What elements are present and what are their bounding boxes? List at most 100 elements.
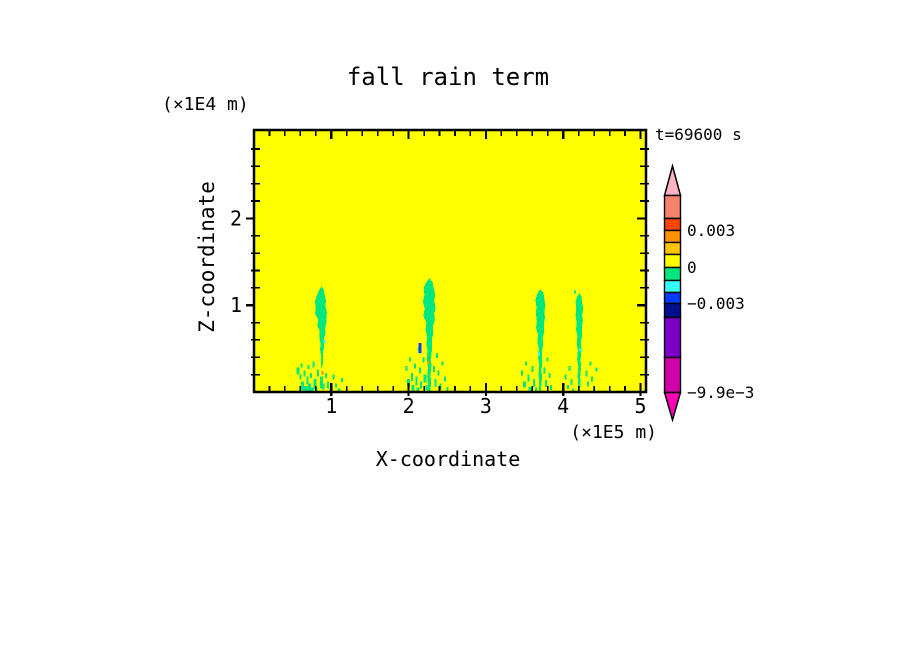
field-speckle [543, 367, 546, 374]
x-tick-label: 3 [480, 394, 492, 418]
field-speckle [411, 385, 415, 391]
field-speckle [566, 385, 569, 390]
plume-1 [314, 286, 327, 370]
field-speckle [433, 366, 436, 372]
colorbar-label: −0.003 [687, 294, 745, 313]
field-speckle [312, 361, 315, 368]
field-speckle [418, 343, 422, 353]
field-speckle [538, 352, 541, 357]
colorbar: 0.003 0 −0.003 −9.9e−3 [663, 163, 754, 423]
field-speckle [574, 290, 577, 294]
field-speckle [310, 372, 313, 378]
field-speckle [307, 365, 310, 370]
field-speckle [578, 348, 581, 352]
y-tick-label: 2 [230, 206, 242, 230]
field-speckle [423, 374, 427, 383]
field-speckle [436, 352, 439, 358]
x-axis-unit: (×1E5 m) [570, 422, 657, 443]
field-speckle [306, 376, 309, 385]
colorbar-segment [663, 266, 682, 282]
field-speckle [570, 379, 573, 385]
field-speckle [572, 388, 575, 391]
axis-tick-labels: 1 2 3 4 5 1 2 [230, 206, 647, 418]
field-speckle [413, 363, 416, 369]
field-speckle [441, 361, 444, 366]
y-axis-unit: (×1E4 m) [162, 94, 249, 115]
field-speckle [568, 366, 571, 371]
field-speckle [334, 383, 337, 388]
field-speckle [546, 357, 549, 362]
field-speckle [341, 378, 344, 383]
colorbar-segment [663, 217, 682, 232]
plume-3 [535, 289, 546, 391]
colorbar-segment [663, 356, 682, 394]
x-tick-label: 5 [634, 394, 646, 418]
plot-area [254, 130, 646, 392]
colorbar-segment [663, 279, 682, 294]
colorbar-bottom-arrow [663, 391, 682, 423]
field-speckle [415, 376, 418, 386]
colorbar-segment [663, 229, 682, 244]
field-speckle [532, 379, 535, 387]
plot-title: fall rain term [347, 63, 549, 91]
field-speckle [446, 386, 449, 391]
field-speckle [317, 369, 320, 377]
field-speckle [299, 374, 302, 380]
field-speckle [434, 379, 437, 387]
field-speckle [590, 376, 593, 382]
field-speckle [531, 366, 534, 372]
field-speckle [443, 376, 446, 382]
colorbar-segment [663, 194, 682, 220]
timestamp-label: t=69600 s [655, 125, 742, 144]
colorbar-segment [663, 253, 682, 269]
field-speckle [437, 370, 440, 376]
field-speckle [313, 379, 317, 389]
rain-field [296, 278, 598, 391]
field-speckle [324, 372, 327, 378]
y-axis-title: Z-coordinate [195, 181, 219, 333]
colorbar-label: 0 [687, 258, 697, 277]
field-speckle [303, 370, 306, 377]
field-speckle [564, 374, 567, 380]
field-speckle [310, 387, 314, 391]
field-speckle [427, 360, 430, 364]
y-tick-label: 1 [230, 293, 242, 317]
field-speckle [323, 339, 326, 343]
field-speckle [296, 367, 300, 375]
field-speckle [409, 357, 412, 362]
field-speckle [300, 363, 303, 368]
field-speckle [303, 385, 308, 391]
field-speckle [405, 366, 408, 371]
field-speckle [549, 385, 552, 391]
field-speckle [425, 385, 428, 391]
field-speckle [411, 372, 414, 381]
plume-2 [422, 278, 436, 391]
field-speckle [548, 372, 551, 378]
plot-border [252, 128, 648, 394]
field-speckle [327, 381, 330, 389]
field-speckle [527, 374, 530, 382]
x-axis-title: X-coordinate [376, 447, 521, 471]
field-speckle [535, 387, 538, 391]
colorbar-top-arrow [663, 163, 682, 197]
colorbar-label: 0.003 [687, 221, 735, 240]
field-speckle [319, 376, 323, 389]
field-speckle [586, 381, 589, 387]
colorbar-segment [663, 316, 682, 359]
field-speckle [521, 370, 524, 376]
field-speckle [308, 383, 312, 391]
colorbar-segment [663, 241, 682, 256]
field-speckle [589, 361, 592, 366]
x-tick-label: 1 [325, 394, 337, 418]
field-speckle [418, 367, 421, 374]
field-speckle [321, 371, 324, 376]
field-speckle [337, 388, 341, 391]
colorbar-segment [663, 291, 682, 305]
field-speckle [332, 374, 335, 380]
x-tick-label: 2 [403, 394, 415, 418]
field-speckle [528, 386, 532, 391]
field-speckle [525, 361, 528, 366]
field-speckle [301, 381, 305, 391]
axis-ticks [246, 130, 649, 396]
